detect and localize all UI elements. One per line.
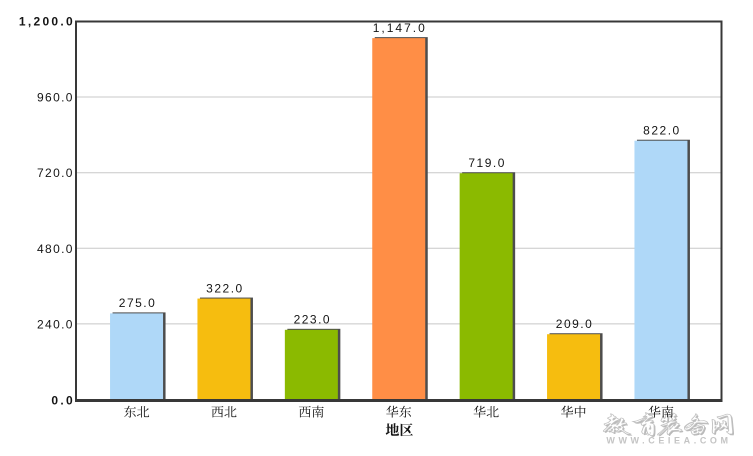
svg-text:223.0: 223.0: [294, 313, 332, 327]
svg-text:480.0: 480.0: [37, 242, 74, 256]
svg-text:1,147.0: 1,147.0: [373, 21, 427, 35]
svg-text:WWW.CEIEA.COM: WWW.CEIEA.COM: [606, 436, 731, 446]
svg-text:322.0: 322.0: [206, 281, 244, 295]
svg-text:WWW.CEIEA.COM: WWW.CEIEA.COM: [607, 437, 732, 447]
svg-text:240.0: 240.0: [37, 318, 74, 332]
svg-text:960.0: 960.0: [37, 90, 74, 104]
svg-text:720.0: 720.0: [37, 166, 74, 180]
svg-text:719.0: 719.0: [468, 156, 506, 170]
svg-text:209.0: 209.0: [556, 317, 594, 331]
svg-text:0.0: 0.0: [51, 393, 75, 407]
svg-text:1,200.0: 1,200.0: [19, 15, 75, 29]
svg-text:275.0: 275.0: [119, 296, 157, 310]
svg-text:822.0: 822.0: [643, 124, 681, 138]
